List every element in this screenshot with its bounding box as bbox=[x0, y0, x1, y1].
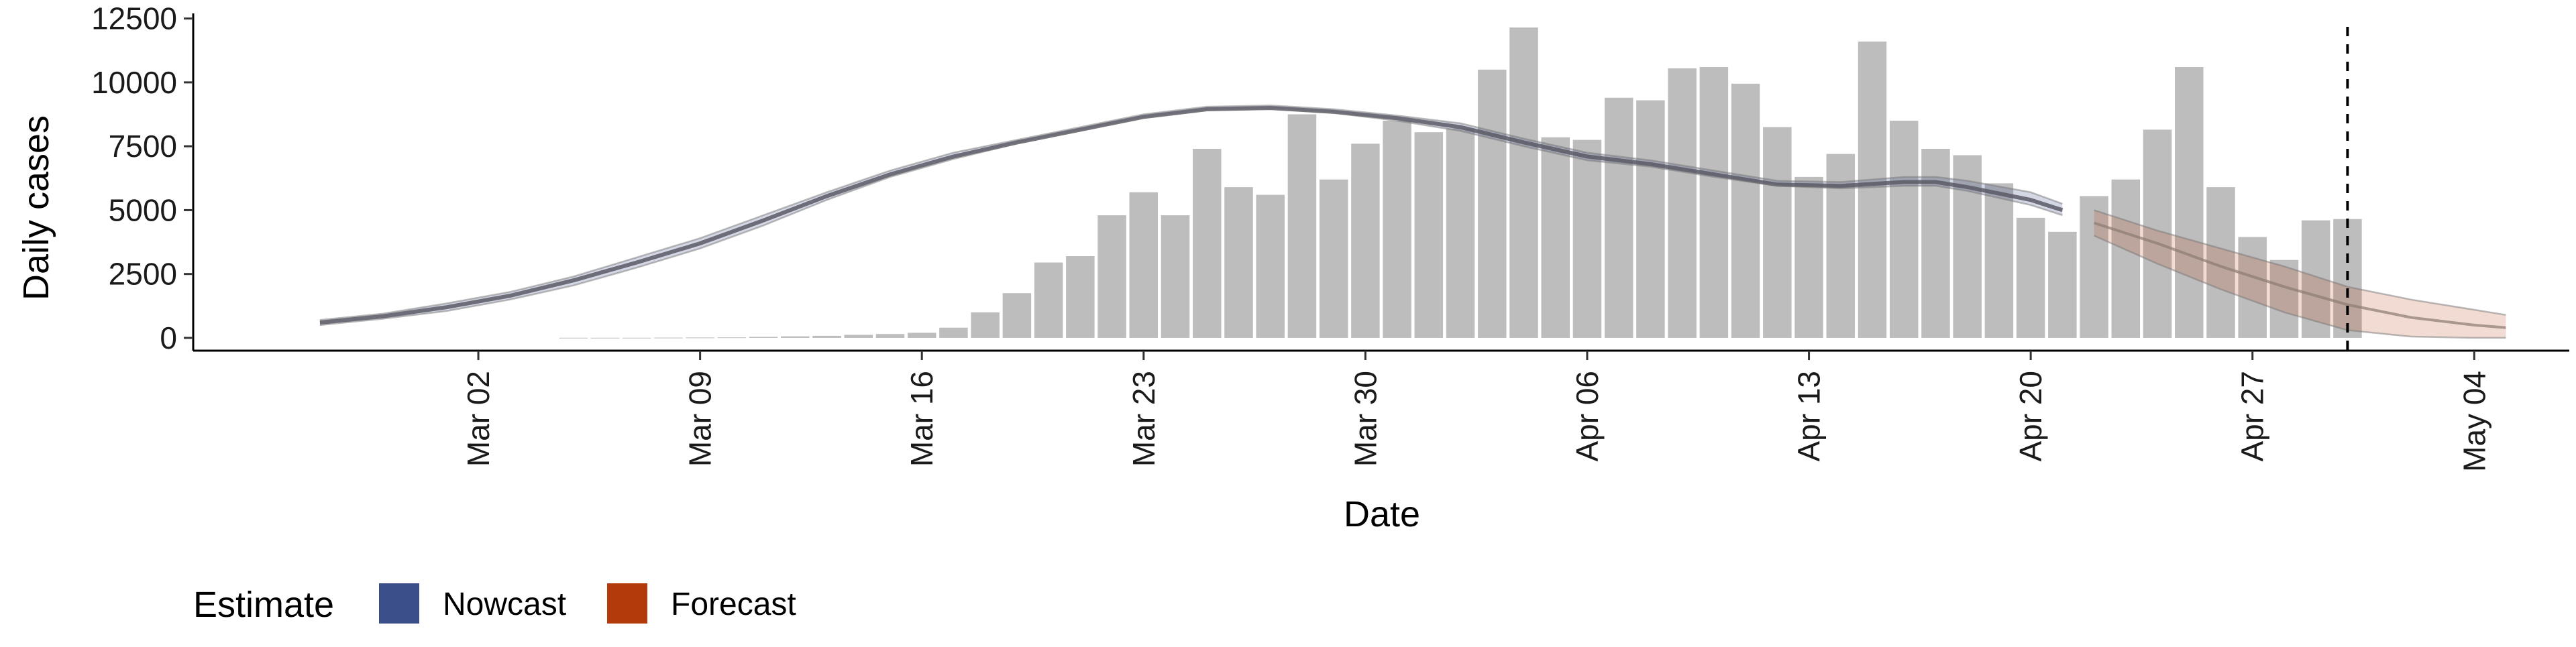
case-bar-2020-04-10 bbox=[1699, 67, 1729, 338]
case-bar-2020-03-24 bbox=[1161, 215, 1190, 338]
case-bar-2020-03-08 bbox=[654, 337, 683, 339]
case-bar-2020-04-03 bbox=[1478, 69, 1507, 338]
nowcast-upper-edge bbox=[319, 104, 2063, 321]
case-bar-2020-04-05 bbox=[1541, 137, 1570, 338]
legend-label-nowcast: Nowcast bbox=[443, 587, 566, 622]
case-bar-2020-04-09 bbox=[1668, 68, 1697, 338]
ticks-layer: 0 2500 5000 7500 10000 12500 Mar 02 Mar 09 Mar 1… bbox=[91, 1, 2491, 472]
case-bar-2020-04-12 bbox=[1763, 127, 1792, 338]
case-bar-2020-03-10 bbox=[717, 337, 747, 339]
case-bar-2020-03-27 bbox=[1256, 194, 1285, 338]
case-bar-2020-04-19 bbox=[1984, 183, 2014, 338]
x-tick-label-2020-03-02: Mar 02 bbox=[461, 371, 496, 467]
x-tick-label-2020-04-13: Apr 13 bbox=[1792, 371, 1827, 462]
x-tick-label-2020-04-27: Apr 27 bbox=[2235, 371, 2270, 462]
case-bar-2020-04-16 bbox=[1889, 121, 1919, 338]
case-bar-2020-03-25 bbox=[1193, 148, 1222, 338]
case-bar-2020-03-29 bbox=[1319, 179, 1348, 338]
case-bar-2020-03-13 bbox=[812, 335, 841, 338]
case-bar-2020-04-11 bbox=[1731, 83, 1760, 338]
case-bar-2020-04-02 bbox=[1446, 128, 1475, 338]
legend-swatch-forecast bbox=[607, 583, 647, 624]
y-tick-label-12500: 12500 bbox=[91, 1, 177, 36]
y-tick-label-5000: 5000 bbox=[109, 192, 177, 227]
case-bar-2020-03-12 bbox=[781, 336, 810, 338]
axes-layer bbox=[192, 13, 2569, 352]
case-bar-2020-03-17 bbox=[939, 327, 968, 338]
legend-title: Estimate bbox=[193, 585, 334, 625]
case-bar-2020-04-04 bbox=[1509, 27, 1538, 338]
case-bar-2020-04-06 bbox=[1572, 139, 1602, 338]
bars-layer bbox=[559, 27, 2362, 339]
nowcast-lower-edge bbox=[319, 108, 2063, 327]
forecast-lower-edge bbox=[2094, 235, 2506, 339]
case-bar-2020-04-01 bbox=[1414, 132, 1444, 338]
case-bar-2020-03-14 bbox=[844, 335, 873, 338]
case-bar-2020-04-20 bbox=[2016, 217, 2045, 338]
case-bar-2020-04-22 bbox=[2080, 196, 2108, 338]
x-tick-label-2020-03-09: Mar 09 bbox=[683, 371, 718, 467]
case-bar-2020-03-23 bbox=[1129, 192, 1159, 338]
x-tick-label-2020-03-30: Mar 30 bbox=[1348, 371, 1383, 467]
case-bar-2020-03-21 bbox=[1066, 256, 1095, 338]
case-bar-2020-04-28 bbox=[2269, 259, 2299, 338]
case-bar-2020-03-20 bbox=[1034, 262, 1063, 338]
case-bar-2020-04-27 bbox=[2238, 237, 2267, 338]
case-bar-2020-03-22 bbox=[1097, 215, 1126, 338]
case-bar-2020-04-23 bbox=[2111, 179, 2141, 338]
case-bar-2020-04-21 bbox=[2048, 231, 2077, 338]
case-bar-2020-03-28 bbox=[1287, 114, 1317, 338]
case-bar-2020-04-08 bbox=[1636, 100, 1665, 338]
forecast-upper-edge bbox=[2094, 209, 2506, 316]
x-axis-title: Date bbox=[1344, 494, 1420, 534]
lines-layer bbox=[319, 104, 2506, 339]
forecast-median-line bbox=[2093, 221, 2506, 329]
x-tick-label-2020-05-04: May 04 bbox=[2457, 371, 2491, 472]
case-bar-2020-03-15 bbox=[875, 334, 905, 338]
legend-swatch-nowcast bbox=[379, 583, 419, 624]
case-bar-2020-04-07 bbox=[1604, 97, 1633, 338]
y-tick-label-2500: 2500 bbox=[109, 257, 177, 292]
x-tick-label-2020-03-16: Mar 16 bbox=[904, 371, 939, 467]
y-axis-title: Daily cases bbox=[16, 115, 56, 300]
case-bar-2020-03-07 bbox=[622, 337, 651, 339]
y-tick-label-0: 0 bbox=[160, 320, 177, 355]
case-bar-2020-03-18 bbox=[971, 312, 1000, 338]
case-bar-2020-03-26 bbox=[1224, 187, 1253, 338]
case-bar-2020-04-25 bbox=[2175, 67, 2204, 338]
x-tick-label-2020-04-06: Apr 06 bbox=[1570, 371, 1605, 462]
legend-label-forecast: Forecast bbox=[671, 587, 796, 622]
case-bar-2020-03-06 bbox=[590, 337, 620, 339]
case-bar-2020-03-31 bbox=[1383, 121, 1411, 338]
y-tick-label-10000: 10000 bbox=[91, 65, 177, 100]
case-bar-2020-03-05 bbox=[559, 337, 588, 339]
case-bar-2020-04-15 bbox=[1858, 41, 1887, 338]
case-bar-2020-03-19 bbox=[1002, 293, 1032, 338]
case-bar-2020-03-30 bbox=[1351, 143, 1380, 338]
legend: Estimate Nowcast Forecast bbox=[193, 583, 796, 625]
case-bar-2020-03-09 bbox=[686, 337, 714, 339]
x-tick-label-2020-04-20: Apr 20 bbox=[2013, 371, 2048, 462]
case-bar-2020-03-16 bbox=[907, 333, 936, 338]
case-bar-2020-04-13 bbox=[1794, 176, 1823, 338]
case-bar-2020-03-11 bbox=[749, 337, 778, 338]
y-tick-label-7500: 7500 bbox=[109, 129, 177, 164]
nowcast-median-line bbox=[319, 106, 2063, 325]
x-tick-label-2020-03-23: Mar 23 bbox=[1126, 371, 1161, 467]
